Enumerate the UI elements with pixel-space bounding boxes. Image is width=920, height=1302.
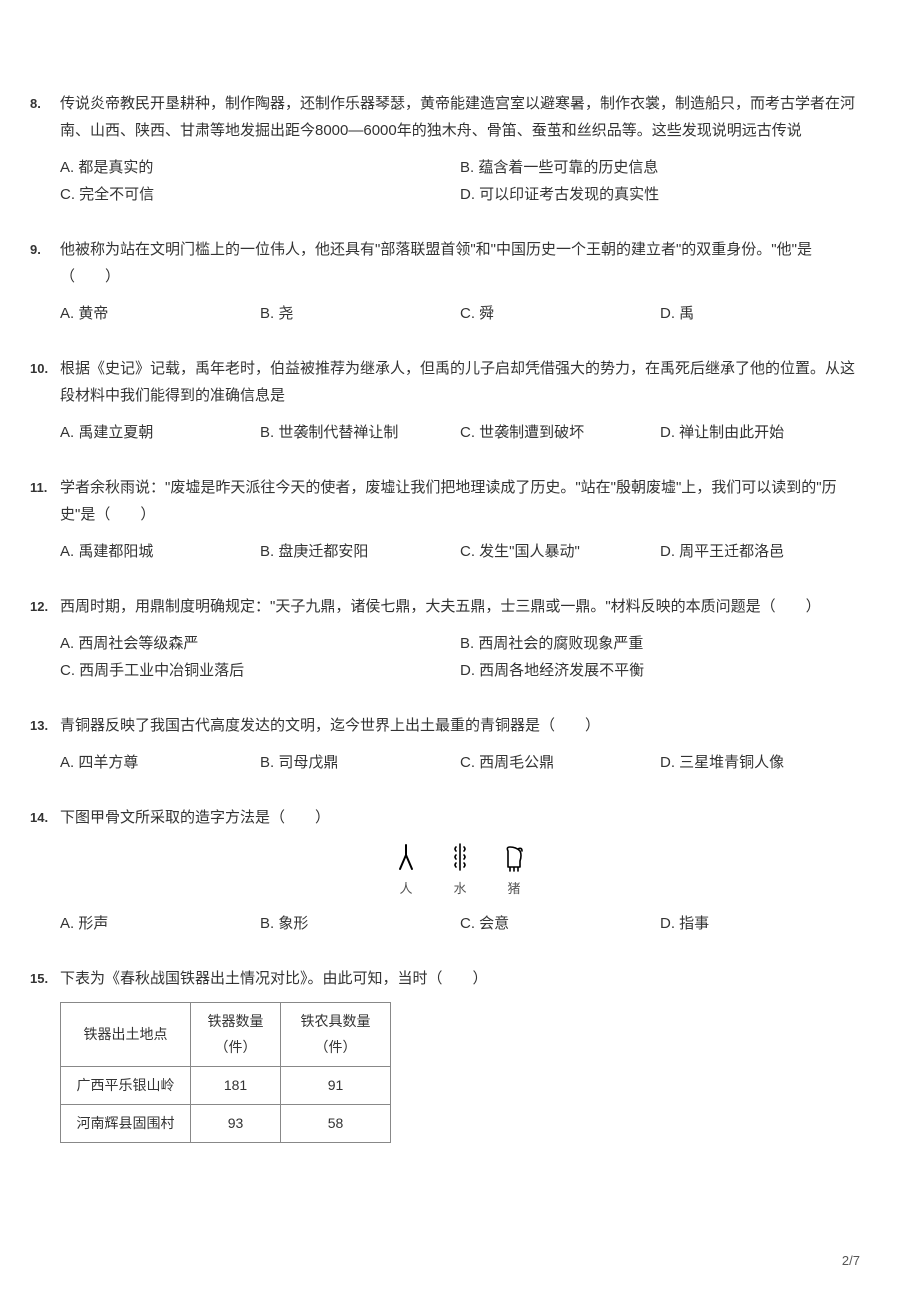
question-9: 9.他被称为站在文明门槛上的一位伟人，他还具有"部落联盟首领"和"中国历史一个王… (60, 236, 860, 327)
options-container: A. 形声B. 象形C. 会意D. 指事 (60, 910, 860, 937)
question-number: 8. (30, 92, 41, 115)
question-text: 传说炎帝教民开垦耕种，制作陶器，还制作乐器琴瑟，黄帝能建造宫室以避寒暑，制作衣裳… (60, 90, 860, 144)
option: C. 舜 (460, 300, 660, 327)
table-cell: 广西平乐银山岭 (61, 1066, 191, 1104)
question-number: 13. (30, 714, 48, 737)
question-8: 8.传说炎帝教民开垦耕种，制作陶器，还制作乐器琴瑟，黄帝能建造宫室以避寒暑，制作… (60, 90, 860, 208)
table-cell: 河南辉县固围村 (61, 1104, 191, 1142)
option: A. 西周社会等级森严 (60, 630, 460, 657)
question-text: 学者余秋雨说："废墟是昨天派往今天的使者，废墟让我们把地理读成了历史。"站在"殷… (60, 474, 860, 528)
option: C. 完全不可信 (60, 181, 460, 208)
options-container: A. 禹建都阳城B. 盘庚迁都安阳C. 发生"国人暴动"D. 周平王迁都洛邑 (60, 538, 860, 565)
iron-tools-table: 铁器出土地点铁器数量（件）铁农具数量（件）广西平乐银山岭18191河南辉县固围村… (60, 1002, 391, 1143)
options-container: A. 西周社会等级森严B. 西周社会的腐败现象严重C. 西周手工业中冶铜业落后D… (60, 630, 860, 684)
option: A. 黄帝 (60, 300, 260, 327)
option: C. 西周手工业中冶铜业落后 (60, 657, 460, 684)
option: C. 会意 (460, 910, 660, 937)
question-number: 15. (30, 967, 48, 990)
option: D. 禹 (660, 300, 860, 327)
table-header: 铁器出土地点 (61, 1003, 191, 1066)
question-number: 14. (30, 806, 48, 829)
option: D. 三星堆青铜人像 (660, 749, 860, 776)
table-row: 河南辉县固围村9358 (61, 1104, 391, 1142)
question-text: 下表为《春秋战国铁器出土情况对比》。由此可知，当时（ ） (60, 965, 860, 992)
options-container: A. 禹建立夏朝B. 世袭制代替禅让制C. 世袭制遭到破坏D. 禅让制由此开始 (60, 419, 860, 446)
table-cell: 181 (191, 1066, 281, 1104)
option: B. 盘庚迁都安阳 (260, 538, 460, 565)
glyph-label: 猪 (507, 877, 520, 900)
glyph-label: 水 (453, 877, 466, 900)
question-number: 9. (30, 238, 41, 261)
glyph-人: 人 (394, 841, 418, 900)
question-text: 根据《史记》记载，禹年老时，伯益被推荐为继承人，但禹的儿子启却凭借强大的势力，在… (60, 355, 860, 409)
option: A. 禹建都阳城 (60, 538, 260, 565)
oracle-glyph-image: 人水猪 (60, 841, 860, 900)
option: D. 可以印证考古发现的真实性 (460, 181, 860, 208)
option: D. 西周各地经济发展不平衡 (460, 657, 860, 684)
option: D. 周平王迁都洛邑 (660, 538, 860, 565)
option: C. 西周毛公鼎 (460, 749, 660, 776)
option: C. 发生"国人暴动" (460, 538, 660, 565)
question-11: 11.学者余秋雨说："废墟是昨天派往今天的使者，废墟让我们把地理读成了历史。"站… (60, 474, 860, 565)
question-15: 15.下表为《春秋战国铁器出土情况对比》。由此可知，当时（ ）铁器出土地点铁器数… (60, 965, 860, 1143)
glyph-水: 水 (448, 841, 472, 900)
table-cell: 93 (191, 1104, 281, 1142)
page-number: 2/7 (842, 1249, 860, 1272)
glyph-猪: 猪 (502, 841, 526, 900)
question-text: 下图甲骨文所采取的造字方法是（ ） (60, 804, 860, 831)
table-cell: 91 (281, 1066, 391, 1104)
question-text: 西周时期，用鼎制度明确规定："天子九鼎，诸侯七鼎，大夫五鼎，士三鼎或一鼎。"材料… (60, 593, 860, 620)
option: B. 世袭制代替禅让制 (260, 419, 460, 446)
question-number: 10. (30, 357, 48, 380)
option: B. 象形 (260, 910, 460, 937)
option: B. 蕴含着一些可靠的历史信息 (460, 154, 860, 181)
question-text: 他被称为站在文明门槛上的一位伟人，他还具有"部落联盟首领"和"中国历史一个王朝的… (60, 236, 860, 290)
options-container: A. 黄帝B. 尧C. 舜D. 禹 (60, 300, 860, 327)
option: A. 四羊方尊 (60, 749, 260, 776)
option: D. 禅让制由此开始 (660, 419, 860, 446)
options-container: A. 都是真实的B. 蕴含着一些可靠的历史信息C. 完全不可信D. 可以印证考古… (60, 154, 860, 208)
option: A. 都是真实的 (60, 154, 460, 181)
table-cell: 58 (281, 1104, 391, 1142)
table-header: 铁农具数量（件） (281, 1003, 391, 1066)
option: B. 尧 (260, 300, 460, 327)
question-14: 14.下图甲骨文所采取的造字方法是（ ）人水猪A. 形声B. 象形C. 会意D.… (60, 804, 860, 937)
table-header: 铁器数量（件） (191, 1003, 281, 1066)
option: B. 西周社会的腐败现象严重 (460, 630, 860, 657)
question-13: 13.青铜器反映了我国古代高度发达的文明，迄今世界上出土最重的青铜器是（ ）A.… (60, 712, 860, 776)
options-container: A. 四羊方尊B. 司母戊鼎C. 西周毛公鼎D. 三星堆青铜人像 (60, 749, 860, 776)
question-12: 12.西周时期，用鼎制度明确规定："天子九鼎，诸侯七鼎，大夫五鼎，士三鼎或一鼎。… (60, 593, 860, 684)
question-number: 11. (30, 476, 47, 499)
option: D. 指事 (660, 910, 860, 937)
table-row: 广西平乐银山岭18191 (61, 1066, 391, 1104)
question-10: 10.根据《史记》记载，禹年老时，伯益被推荐为继承人，但禹的儿子启却凭借强大的势… (60, 355, 860, 446)
question-number: 12. (30, 595, 48, 618)
glyph-label: 人 (399, 877, 412, 900)
option: C. 世袭制遭到破坏 (460, 419, 660, 446)
option: A. 禹建立夏朝 (60, 419, 260, 446)
option: B. 司母戊鼎 (260, 749, 460, 776)
question-text: 青铜器反映了我国古代高度发达的文明，迄今世界上出土最重的青铜器是（ ） (60, 712, 860, 739)
option: A. 形声 (60, 910, 260, 937)
